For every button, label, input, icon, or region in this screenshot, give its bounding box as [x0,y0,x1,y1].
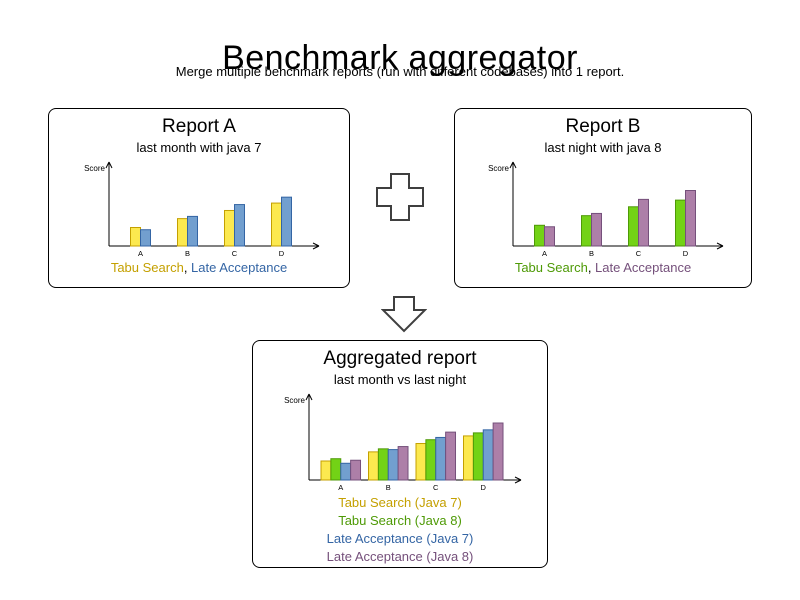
bar-aggregated-A-series3 [350,459,362,481]
bar-aggregated-C-series0 [415,443,427,481]
bar-aggregated-D-series2 [482,429,494,481]
aggregated-title: Aggregated report [323,348,477,369]
legend-label-tabu-search: Tabu Search [514,260,588,275]
bar-aggregated-B-series1 [377,448,389,481]
legend-label-late-acceptance-java8: Late Acceptance (Java 8) [326,549,474,564]
bar-report-a-B-series1 [187,215,198,247]
x-tick-label: A [338,483,343,492]
x-tick-label: D [279,249,285,258]
aggregated-subtitle: last month vs last night [333,372,467,387]
bar-report-b-C-series0 [628,206,639,247]
bar-aggregated-C-series3 [445,431,457,481]
bar-aggregated-B-series0 [368,451,379,481]
bar-report-b-D-series0 [675,199,686,247]
bar-aggregated-C-series2 [435,436,447,481]
bar-report-b-D-series1 [685,190,696,247]
bar-aggregated-B-series2 [387,449,399,481]
legend-label-late-acceptance: Late Acceptance [191,260,288,275]
x-tick-label: D [481,483,487,492]
y-axis-label: Score [284,396,305,405]
x-tick-label: B [589,249,594,258]
report-a-panel: Report A last month with java 7 Score A B C… [48,108,350,288]
legend-label-tabu-search: Tabu Search [110,260,184,275]
bar-report-b-B-series0 [581,215,592,247]
aggregated-panel: Aggregated report last month vs last nig… [252,340,548,568]
bar-report-a-A-series0 [130,227,141,247]
x-tick-label: C [433,483,439,492]
x-tick-label: A [138,249,143,258]
bar-report-b-A-series1 [544,226,555,247]
plus-icon [372,169,428,225]
report-b-title: Report B [565,116,641,137]
aggregated-chart: Score A B C D [275,389,525,493]
bar-aggregated-A-series2 [340,462,352,481]
report-b-subtitle: last night with java 8 [544,140,662,155]
bar-report-b-A-series0 [534,224,545,247]
x-tick-label: D [683,249,689,258]
chart-svg-report-b: Score A B C D [488,161,724,258]
bar-report-a-A-series1 [140,229,151,247]
y-axis-label: Score [488,164,509,173]
legend-separator: , [183,260,192,275]
chart-svg-report-a: Score A B C D [84,161,320,258]
bar-report-a-C-series0 [224,209,235,247]
chart-svg-aggregated: Score A B C D [284,393,522,492]
page-title: Benchmark aggregator [222,38,578,77]
bar-report-b-B-series1 [591,212,602,247]
report-a-title: Report A [162,116,236,137]
report-a-legend: Tabu Search, Late Acceptance [111,260,287,275]
bar-report-a-D-series1 [281,196,292,247]
bar-aggregated-D-series0 [463,435,474,481]
bar-report-a-D-series0 [271,202,282,247]
x-tick-label: C [232,249,238,258]
report-b-chart: Score A B C D [479,157,727,259]
aggregated-legend: Tabu Search (Java 7) Tabu Search (Java 8… [327,494,474,566]
bar-aggregated-D-series1 [472,432,484,481]
y-axis-label: Score [84,164,105,173]
bar-report-a-C-series1 [234,204,245,247]
bar-aggregated-C-series1 [425,439,437,481]
legend-label-tabu-search-java8: Tabu Search (Java 8) [338,513,462,528]
legend-label-tabu-search-java7: Tabu Search (Java 7) [338,495,462,510]
x-tick-label: A [542,249,547,258]
x-tick-label: C [636,249,642,258]
bar-report-b-C-series1 [638,198,649,247]
page-subtitle: Merge multiple benchmark reports (run wi… [175,64,625,79]
bar-aggregated-A-series1 [330,458,342,481]
report-b-panel: Report B last night with java 8 Score A B C… [454,108,752,288]
legend-separator: , [587,260,596,275]
bar-aggregated-B-series3 [397,446,409,481]
report-b-legend: Tabu Search, Late Acceptance [515,260,691,275]
down-arrow-icon [380,295,428,333]
report-a-chart: Score A B C D [75,157,323,259]
x-tick-label: B [386,483,391,492]
bar-aggregated-D-series3 [492,422,504,481]
legend-label-late-acceptance-java7: Late Acceptance (Java 7) [326,531,474,546]
report-a-subtitle: last month with java 7 [136,140,262,155]
bar-report-a-B-series0 [177,218,188,247]
x-tick-label: B [185,249,190,258]
legend-label-late-acceptance: Late Acceptance [595,260,692,275]
bar-aggregated-A-series0 [320,460,332,481]
